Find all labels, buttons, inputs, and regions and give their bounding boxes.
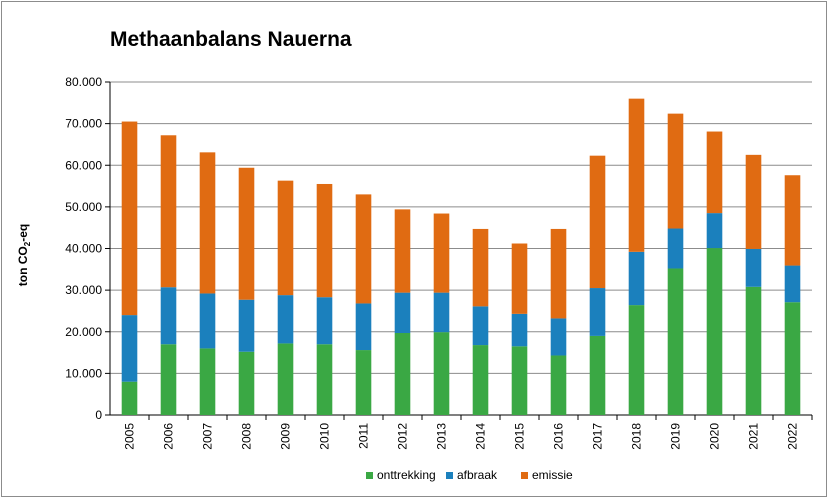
bar-afbraak-2010 xyxy=(316,297,333,345)
bar-emissie-2016 xyxy=(550,228,567,319)
legend-swatch xyxy=(366,471,373,479)
bar-onttrekking-2018 xyxy=(628,305,645,415)
bar-afbraak-2005 xyxy=(121,315,138,382)
x-tick-label: 2018 xyxy=(630,423,644,450)
bar-onttrekking-2015 xyxy=(511,346,528,415)
bar-emissie-2019 xyxy=(667,113,684,229)
y-tick-label: 0 xyxy=(95,408,102,422)
x-tick-label: 2020 xyxy=(708,423,722,450)
bar-emissie-2006 xyxy=(160,135,177,288)
bar-emissie-2010 xyxy=(316,183,333,298)
bar-afbraak-2014 xyxy=(472,306,489,346)
legend-item-emissie: emissie xyxy=(521,468,573,482)
bar-afbraak-2012 xyxy=(394,292,411,333)
bar-afbraak-2017 xyxy=(589,288,606,336)
bar-afbraak-2007 xyxy=(199,293,216,349)
bar-emissie-2017 xyxy=(589,155,606,289)
x-tick-label: 2010 xyxy=(318,423,332,450)
bar-onttrekking-2010 xyxy=(316,344,333,415)
chart-title: Methaanbalans Nauerna xyxy=(110,28,352,51)
bar-onttrekking-2014 xyxy=(472,345,489,415)
y-tick-label: 20.000 xyxy=(65,325,102,339)
bar-onttrekking-2005 xyxy=(121,381,138,415)
bar-afbraak-2008 xyxy=(238,299,255,352)
x-tick-label: 2013 xyxy=(435,423,449,450)
bar-emissie-2013 xyxy=(433,213,450,293)
bar-emissie-2021 xyxy=(745,154,762,249)
bar-afbraak-2018 xyxy=(628,251,645,306)
bar-afbraak-2009 xyxy=(277,295,294,344)
x-tick-label: 2006 xyxy=(162,423,176,450)
bar-onttrekking-2013 xyxy=(433,332,450,415)
bar-afbraak-2021 xyxy=(745,248,762,287)
legend-label: afbraak xyxy=(457,468,498,482)
x-tick-label: 2007 xyxy=(201,423,215,450)
bar-onttrekking-2012 xyxy=(394,332,411,415)
x-tick-label: 2015 xyxy=(513,423,527,450)
bar-onttrekking-2016 xyxy=(550,355,567,415)
legend-swatch xyxy=(521,471,528,479)
x-tick-label: 2014 xyxy=(474,423,488,450)
bar-afbraak-2016 xyxy=(550,318,567,356)
x-tick-label: 2008 xyxy=(240,423,254,450)
x-tick-label: 2017 xyxy=(591,423,605,450)
y-tick-label: 60.000 xyxy=(65,158,102,172)
legend-label: emissie xyxy=(532,468,573,482)
y-tick-label: 40.000 xyxy=(65,242,102,256)
x-tick-label: 2022 xyxy=(786,423,800,450)
legend-item-onttrekking: onttrekking xyxy=(366,468,436,482)
bar-afbraak-2015 xyxy=(511,313,528,347)
y-tick-label: 70.000 xyxy=(65,117,102,131)
bar-onttrekking-2006 xyxy=(160,344,177,415)
x-tick-label: 2011 xyxy=(357,423,371,449)
bar-emissie-2008 xyxy=(238,167,255,300)
bar-emissie-2012 xyxy=(394,209,411,293)
x-tick-label: 2016 xyxy=(552,423,566,450)
x-tick-label: 2009 xyxy=(279,423,293,450)
bar-emissie-2022 xyxy=(784,175,801,266)
bar-afbraak-2011 xyxy=(355,303,372,351)
bar-onttrekking-2007 xyxy=(199,348,216,415)
bar-emissie-2020 xyxy=(706,131,723,214)
legend-item-afbraak: afbraak xyxy=(446,468,497,482)
bar-onttrekking-2021 xyxy=(745,286,762,415)
x-tick-label: 2005 xyxy=(123,423,137,450)
x-tick-label: 2019 xyxy=(669,423,683,450)
x-tick-label: 2021 xyxy=(747,423,761,450)
bar-afbraak-2019 xyxy=(667,228,684,269)
bar-afbraak-2006 xyxy=(160,287,177,345)
bar-emissie-2011 xyxy=(355,194,372,304)
bar-afbraak-2022 xyxy=(784,265,801,303)
bar-emissie-2014 xyxy=(472,228,489,307)
bar-onttrekking-2017 xyxy=(589,335,606,415)
bar-onttrekking-2020 xyxy=(706,248,723,415)
y-tick-label: 30.000 xyxy=(65,283,102,297)
bar-emissie-2018 xyxy=(628,98,645,252)
x-tick-label: 2012 xyxy=(396,423,410,450)
bar-afbraak-2020 xyxy=(706,213,723,249)
bar-onttrekking-2008 xyxy=(238,351,255,415)
bar-onttrekking-2019 xyxy=(667,268,684,415)
legend-swatch xyxy=(446,471,453,479)
bar-emissie-2009 xyxy=(277,180,294,296)
legend: onttrekking afbraak emissie xyxy=(0,468,830,484)
y-tick-label: 80.000 xyxy=(65,75,102,89)
bar-afbraak-2013 xyxy=(433,292,450,333)
bar-onttrekking-2022 xyxy=(784,302,801,415)
bar-emissie-2005 xyxy=(121,121,138,316)
y-tick-label: 50.000 xyxy=(65,200,102,214)
bar-emissie-2015 xyxy=(511,243,528,314)
legend-label: onttrekking xyxy=(377,468,436,482)
bar-emissie-2007 xyxy=(199,152,216,294)
bar-onttrekking-2009 xyxy=(277,343,294,415)
y-tick-label: 10.000 xyxy=(65,366,102,380)
bar-onttrekking-2011 xyxy=(355,350,372,415)
